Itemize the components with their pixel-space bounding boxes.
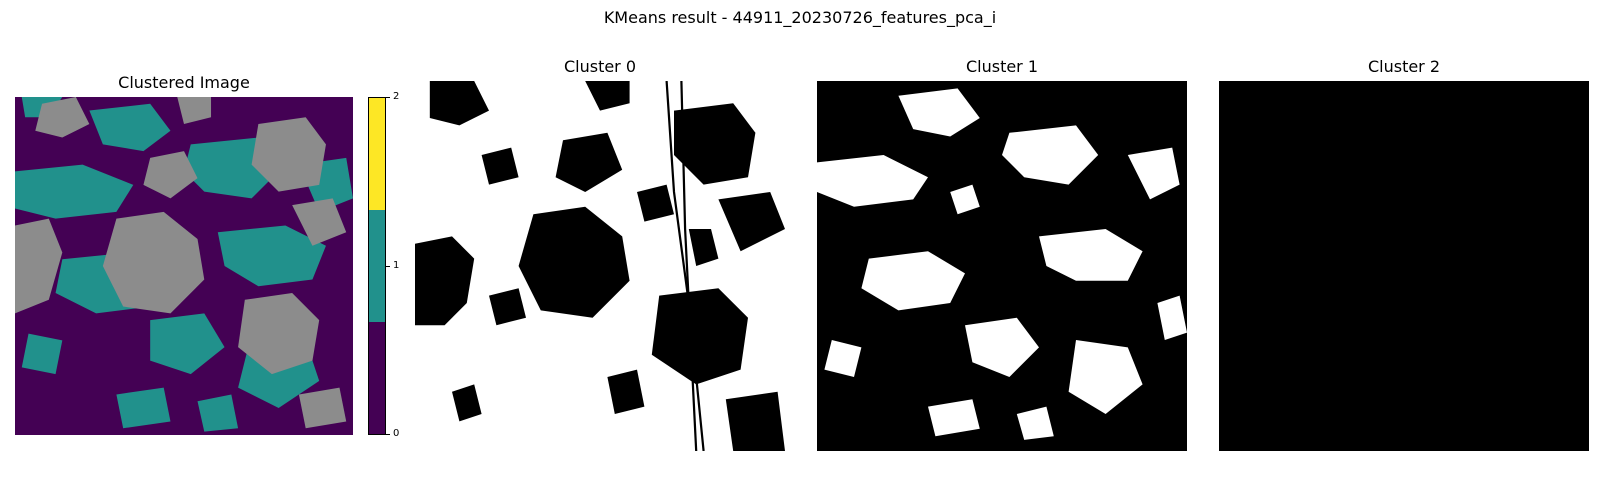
colorbar-tick-label-0: 0 bbox=[393, 428, 400, 439]
colorbar-tick-label-1: 1 bbox=[393, 260, 400, 271]
clustered-image-canvas bbox=[15, 97, 353, 432]
cluster-2-mask bbox=[1219, 81, 1589, 451]
colorbar-segment-1 bbox=[369, 209, 385, 322]
colorbar-segment-0 bbox=[369, 321, 385, 434]
clustered-image bbox=[15, 97, 353, 435]
cluster-1-canvas bbox=[817, 88, 1187, 440]
colorbar-tick-0 bbox=[386, 434, 390, 435]
clustered-image-title: Clustered Image bbox=[118, 73, 250, 92]
figure-suptitle: KMeans result - 44911_20230726_features_… bbox=[603, 8, 997, 27]
cluster-0-mask bbox=[415, 81, 785, 451]
cluster-1-mask bbox=[817, 81, 1187, 451]
colorbar-tick-1 bbox=[386, 266, 390, 267]
colorbar-segment-2 bbox=[369, 98, 385, 211]
cluster-2-title: Cluster 2 bbox=[1367, 57, 1441, 76]
cluster-0-canvas bbox=[415, 81, 785, 451]
colorbar-tick-label-2: 2 bbox=[393, 91, 400, 102]
cluster-1-title: Cluster 1 bbox=[965, 57, 1039, 76]
cluster-0-title: Cluster 0 bbox=[563, 57, 637, 76]
colorbar-tick-2 bbox=[386, 97, 390, 98]
colorbar bbox=[368, 97, 386, 435]
